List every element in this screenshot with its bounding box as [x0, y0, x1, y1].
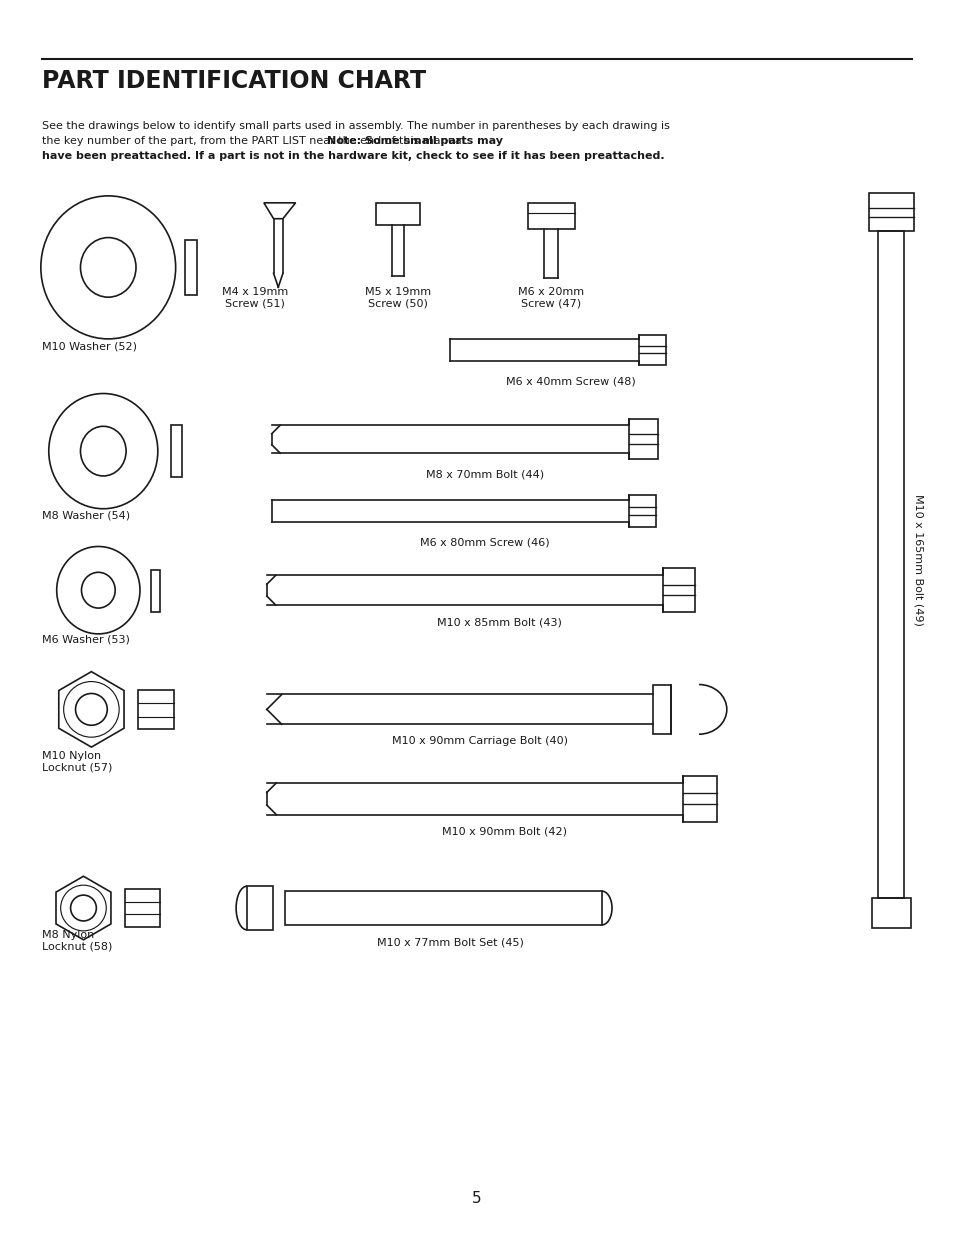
Text: M5 x 19mm
Screw (50): M5 x 19mm Screw (50) — [364, 288, 431, 309]
Bar — [628, 420, 658, 459]
Text: M6 x 80mm Screw (46): M6 x 80mm Screw (46) — [419, 537, 549, 547]
Text: M10 Washer (52): M10 Washer (52) — [42, 342, 136, 352]
Text: M4 x 19mm
Screw (51): M4 x 19mm Screw (51) — [222, 288, 288, 309]
Bar — [638, 335, 665, 364]
Bar — [151, 571, 160, 613]
Text: 5: 5 — [472, 1191, 481, 1207]
Text: M10 Nylon
Locknut (57): M10 Nylon Locknut (57) — [42, 751, 112, 773]
Bar — [878, 231, 903, 898]
Text: M6 x 20mm
Screw (47): M6 x 20mm Screw (47) — [517, 288, 584, 309]
Text: M8 Nylon
Locknut (58): M8 Nylon Locknut (58) — [42, 930, 112, 951]
Text: M10 x 165mm Bolt (49): M10 x 165mm Bolt (49) — [912, 494, 923, 626]
Text: M10 x 90mm Bolt (42): M10 x 90mm Bolt (42) — [442, 826, 567, 836]
Text: M6 x 40mm Screw (48): M6 x 40mm Screw (48) — [506, 377, 636, 387]
Bar — [284, 892, 601, 925]
Text: Note: Some small parts may: Note: Some small parts may — [327, 136, 503, 146]
Text: have been preattached. If a part is not in the hardware kit, check to see if it : have been preattached. If a part is not … — [42, 151, 663, 162]
Text: M10 x 77mm Bolt Set (45): M10 x 77mm Bolt Set (45) — [376, 937, 523, 947]
Bar — [125, 889, 160, 927]
Bar — [628, 495, 656, 526]
Bar — [662, 568, 695, 613]
Text: M8 x 70mm Bolt (44): M8 x 70mm Bolt (44) — [425, 469, 543, 479]
Bar — [375, 203, 419, 225]
Bar — [184, 240, 197, 295]
Bar — [867, 193, 913, 231]
Bar — [871, 898, 910, 927]
Text: M10 x 85mm Bolt (43): M10 x 85mm Bolt (43) — [436, 618, 561, 627]
Bar — [171, 425, 181, 477]
Bar — [138, 689, 173, 729]
Bar — [247, 887, 273, 930]
Bar — [527, 203, 575, 228]
Text: M10 x 90mm Carriage Bolt (40): M10 x 90mm Carriage Bolt (40) — [392, 736, 567, 746]
Text: M6 Washer (53): M6 Washer (53) — [42, 635, 130, 645]
Text: M8 Washer (54): M8 Washer (54) — [42, 511, 130, 521]
Bar — [653, 684, 671, 734]
Text: See the drawings below to identify small parts used in assembly. The number in p: See the drawings below to identify small… — [42, 121, 669, 131]
Text: PART IDENTIFICATION CHART: PART IDENTIFICATION CHART — [42, 69, 425, 93]
Bar — [682, 776, 716, 821]
Text: the key number of the part, from the PART LIST near the end of this manual.: the key number of the part, from the PAR… — [42, 136, 472, 146]
